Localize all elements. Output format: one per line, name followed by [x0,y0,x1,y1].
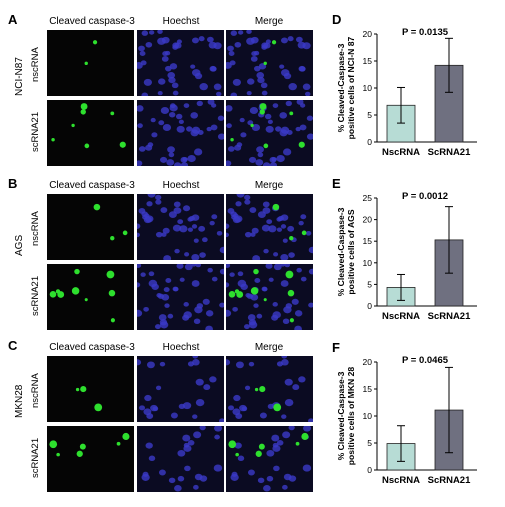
hoechst-micrograph [137,426,224,492]
y-tick-label: 5 [367,438,372,448]
col-head-caspase-c: Cleaved caspase-3 [49,342,135,353]
annotation-bg [395,26,455,37]
y-tick-label: 20 [363,29,373,39]
y-tick-label: 5 [367,279,372,289]
hoechst-micrograph [137,30,224,96]
y-axis-label: positive cells of AGS [346,209,356,294]
y-tick-label: 10 [363,411,373,421]
y-tick-label: 20 [363,357,373,367]
y-tick-label: 0 [367,137,372,147]
merge-micrograph [226,100,313,166]
p-value-annotation: P = 0.0012 [402,191,448,202]
y-axis-label: positive cells of NCI-N 87 [346,36,356,139]
chart-panel-letter: D [332,12,341,27]
annotation-bg [395,190,455,201]
caspase-micrograph [47,264,134,330]
x-tick-label: NscRNA [382,311,420,322]
merge-micrograph [226,194,313,260]
col-head-merge-b: Merge [254,180,284,191]
hoechst-micrograph [137,100,224,166]
merge-micrograph [226,426,313,492]
y-tick-label: 15 [363,384,373,394]
caspase-micrograph [47,100,134,166]
y-tick-label: 0 [367,465,372,475]
condition-label: nscRNA [30,47,41,82]
caspase-micrograph [47,30,134,96]
annotation-bg [395,354,455,365]
col-head-merge-a: Merge [254,16,284,27]
y-tick-label: 5 [367,110,372,120]
chart-f: F % Cleaved-Caspase-3 positive cells of MK… [330,338,505,507]
merge-micrograph [226,264,313,330]
y-tick-label: 0 [367,301,372,311]
p-value-annotation: P = 0.0465 [402,355,449,366]
caspase-micrograph [47,426,134,492]
x-tick-label: NscRNA [382,475,420,486]
y-axis-label: % Cleaved-Caspase-3 [336,207,346,296]
y-tick-label: 15 [363,56,373,66]
y-axis-label: % Cleaved-Caspase-3 [336,43,346,132]
chart-panel-letter: F [332,340,340,355]
cell-line-label-b: AGS [14,234,25,256]
caspase-micrograph [47,194,134,260]
col-head-hoechst-a: Hoechst [162,16,200,27]
condition-label: nscRNA [30,211,41,246]
condition-label: scRNA21 [30,111,41,152]
panel-letter-b: B [8,176,18,191]
cell-line-label-a: NCI-N87 [14,57,25,96]
panel-letter-c: C [8,338,18,353]
cell-line-label-c: MKN28 [14,384,25,418]
y-tick-label: 10 [363,258,373,268]
x-tick-label: ScRNA21 [428,475,471,486]
condition-label: scRNA21 [30,437,41,478]
col-head-caspase-a: Cleaved caspase-3 [49,16,135,27]
hoechst-micrograph [137,194,224,260]
y-tick-label: 10 [363,83,373,93]
merge-micrograph [226,30,313,96]
merge-micrograph [226,356,313,422]
col-head-caspase-b: Cleaved caspase-3 [49,180,135,191]
x-tick-label: ScRNA21 [428,147,471,158]
y-tick-label: 20 [363,215,373,225]
condition-label: scRNA21 [30,275,41,316]
chart-d: D % Cleaved-Caspase-3 positive cells of NC… [330,10,505,175]
y-axis-label: % Cleaved-Caspase-3 [336,371,346,460]
y-tick-label: 25 [363,193,373,203]
x-tick-label: NscRNA [382,147,420,158]
caspase-micrograph [47,356,134,422]
chart-panel-letter: E [332,176,341,191]
y-axis-label: positive cells of MKN 28 [346,367,356,466]
y-tick-label: 15 [363,236,373,246]
chart-e: E % Cleaved-Caspase-3 positive cells of AG… [330,174,505,339]
hoechst-micrograph [137,264,224,330]
panel-letter-a: A [8,12,18,27]
p-value-annotation: P = 0.0135 [402,27,449,38]
col-head-merge-c: Merge [254,342,284,353]
hoechst-micrograph [137,356,224,422]
col-head-hoechst-b: Hoechst [162,180,200,191]
x-tick-label: ScRNA21 [428,311,471,322]
condition-label: nscRNA [30,373,41,408]
col-head-hoechst-c: Hoechst [162,342,200,353]
